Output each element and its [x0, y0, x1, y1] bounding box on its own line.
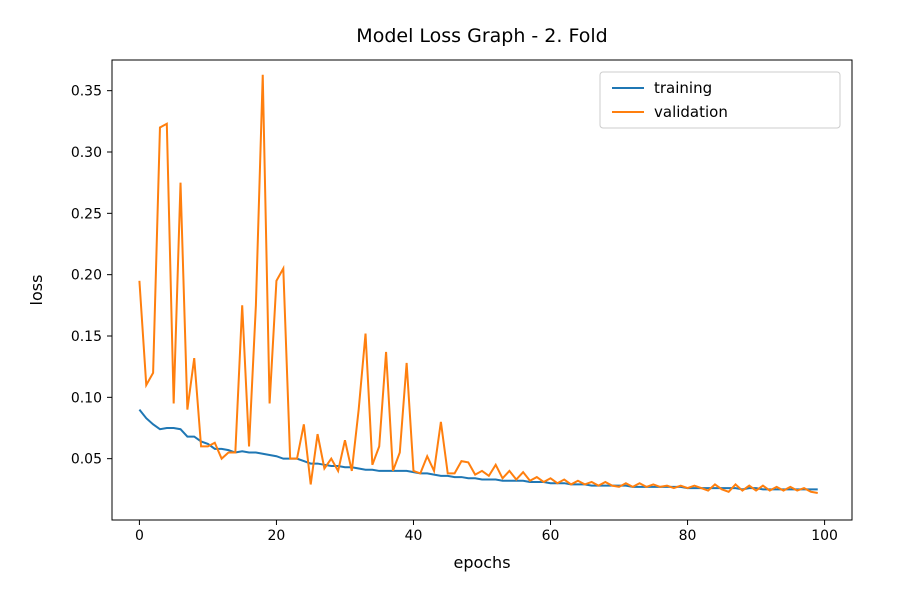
x-axis-label: epochs	[453, 553, 510, 572]
x-tick-label: 40	[405, 528, 423, 544]
chart-svg: 0 20 40 60 80 100 0.05 0.10 0.15 0.20 0.25 0.30 0.3…	[0, 0, 900, 600]
x-tick-label: 20	[268, 528, 286, 544]
x-tick-label: 60	[542, 528, 560, 544]
chart-title: Model Loss Graph - 2. Fold	[356, 25, 607, 47]
series-group	[139, 75, 817, 493]
y-tick-label: 0.05	[71, 452, 102, 468]
y-tick-label: 0.25	[71, 206, 102, 222]
y-tick-label: 0.20	[71, 268, 102, 284]
x-ticks: 0 20 40 60 80 100	[135, 520, 838, 544]
series-validation	[139, 75, 817, 493]
legend-label: validation	[654, 103, 728, 121]
loss-chart: 0 20 40 60 80 100 0.05 0.10 0.15 0.20 0.25 0.30 0.3…	[0, 0, 900, 600]
x-tick-label: 100	[811, 528, 838, 544]
y-ticks: 0.05 0.10 0.15 0.20 0.25 0.30 0.35	[71, 84, 112, 468]
y-tick-label: 0.35	[71, 84, 102, 100]
y-axis-label: loss	[27, 275, 46, 306]
y-tick-label: 0.10	[71, 390, 102, 406]
plot-border	[112, 60, 852, 520]
x-tick-label: 0	[135, 528, 144, 544]
y-tick-label: 0.15	[71, 329, 102, 345]
legend-label: training	[654, 79, 712, 97]
x-tick-label: 80	[679, 528, 697, 544]
legend: training validation	[600, 72, 840, 128]
y-tick-label: 0.30	[71, 145, 102, 161]
series-training	[139, 410, 817, 490]
